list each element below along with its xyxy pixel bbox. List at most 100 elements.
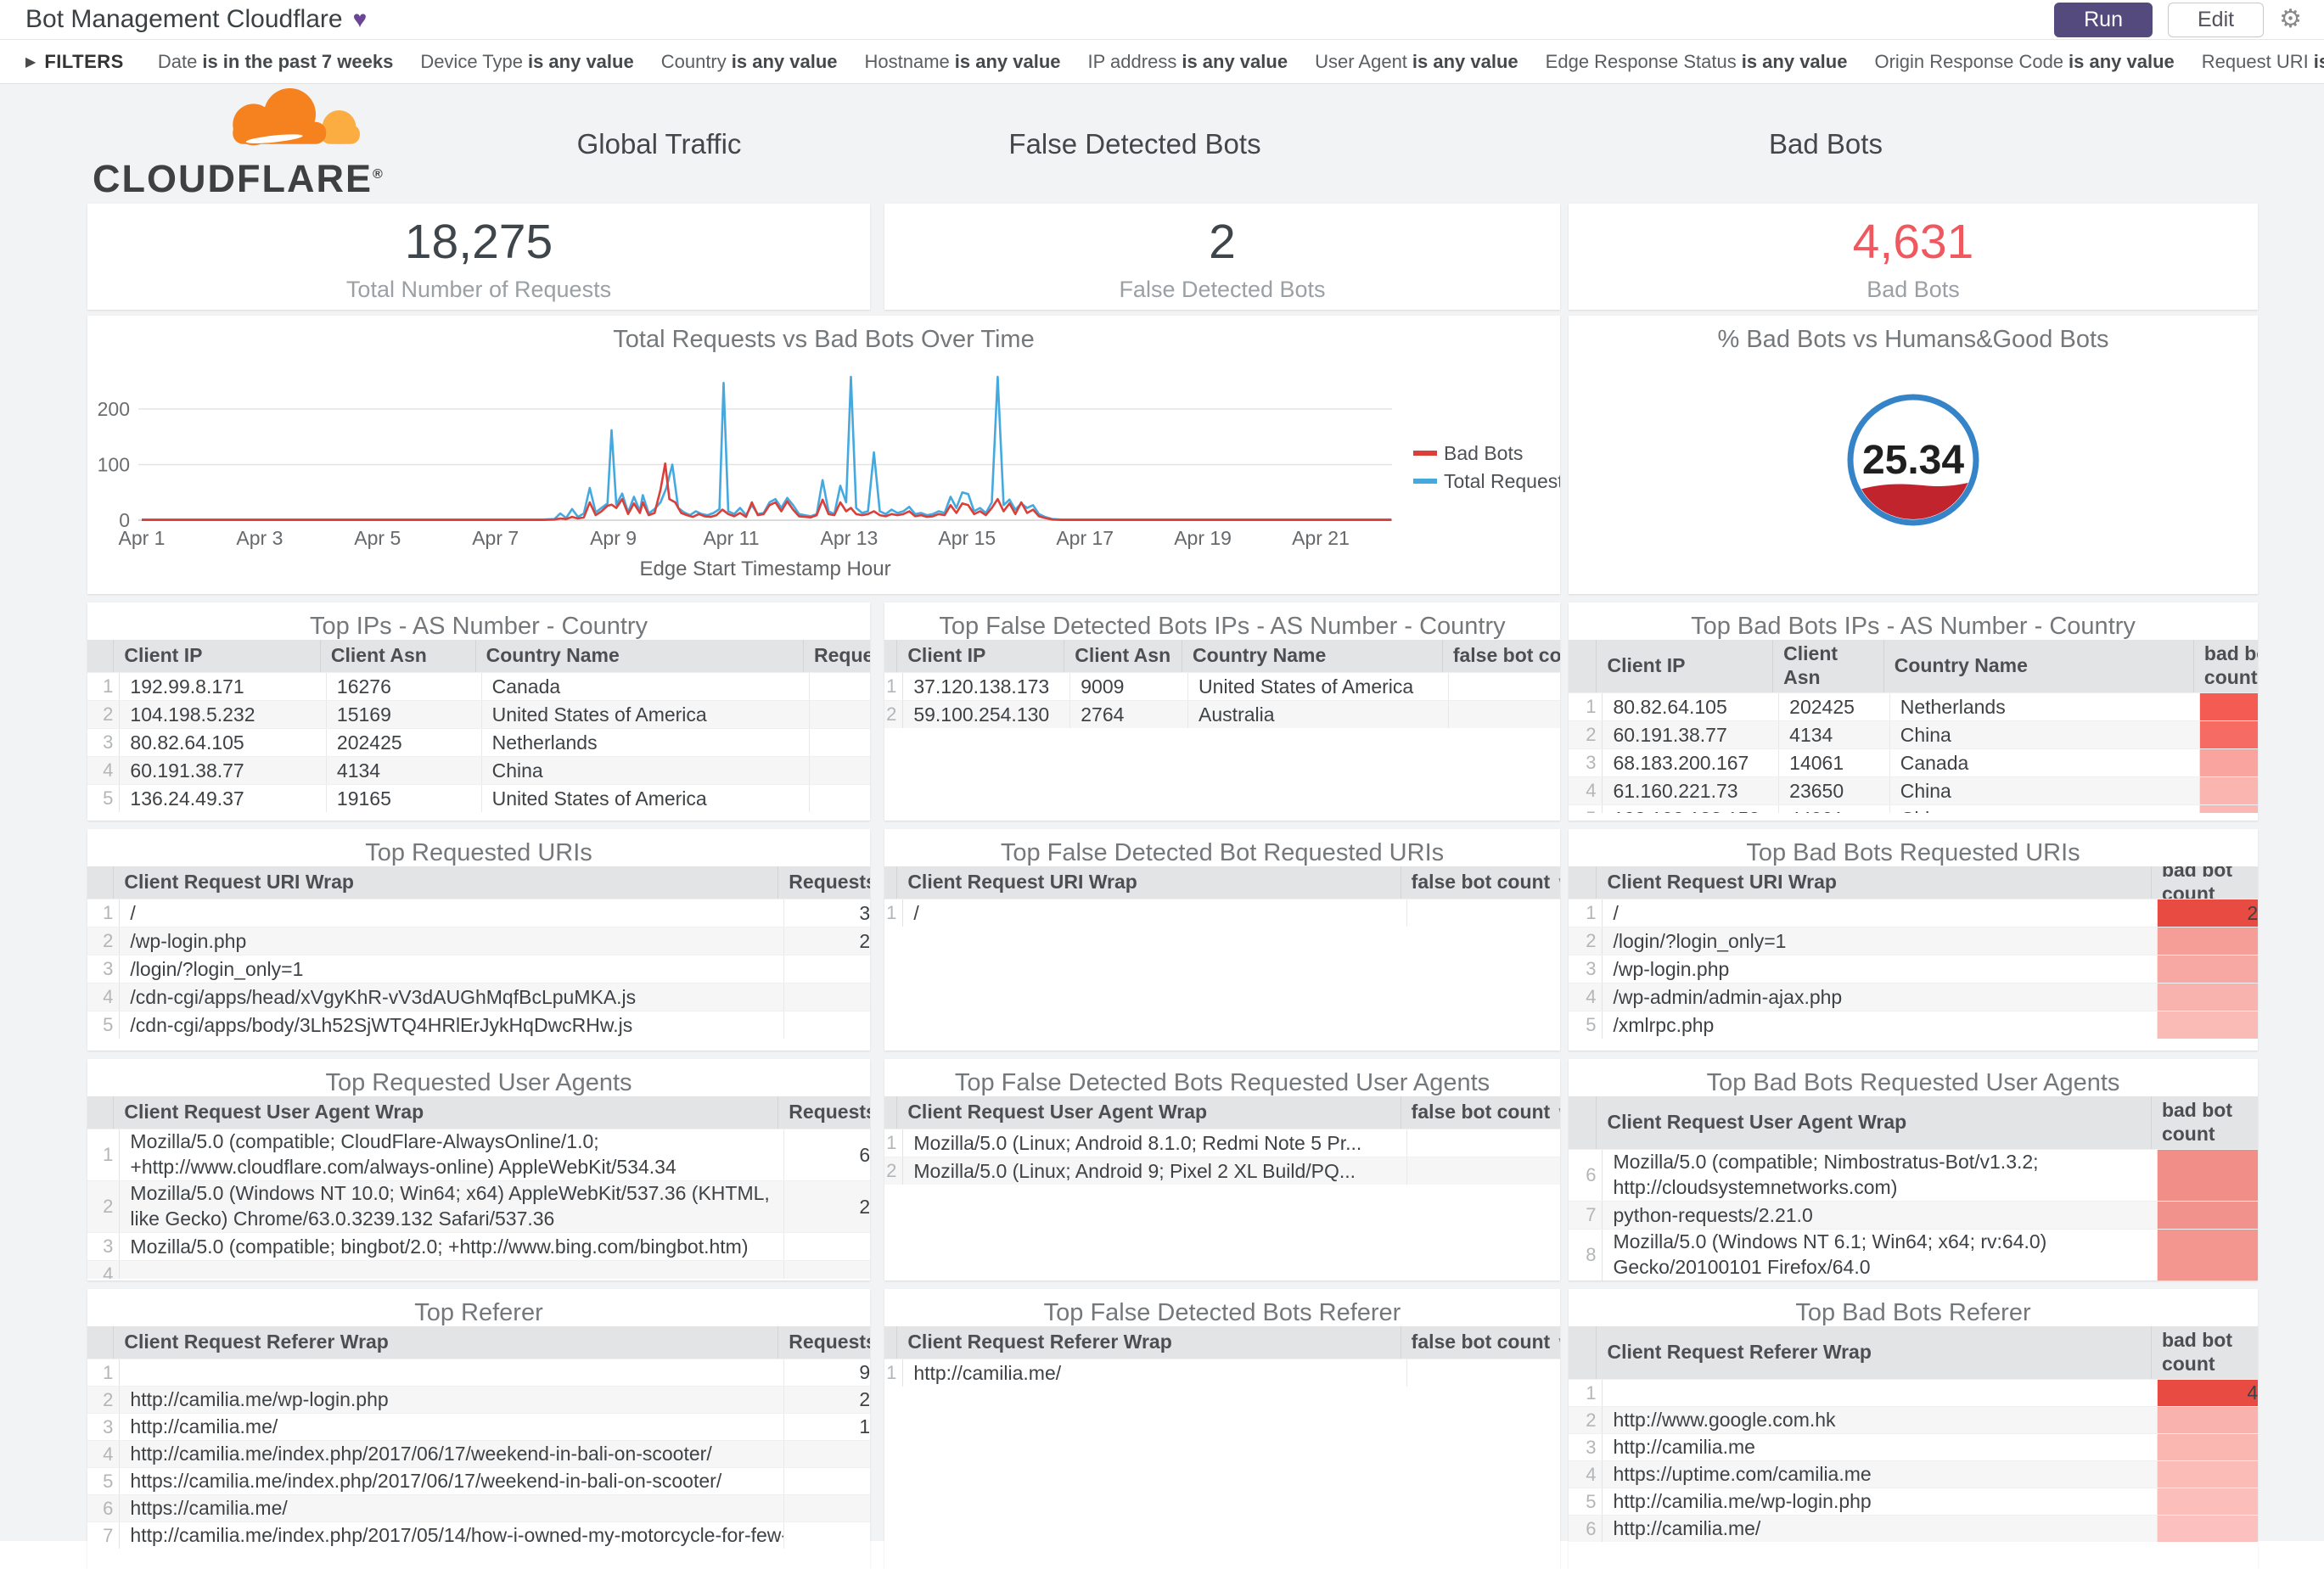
cell: 23 bbox=[2157, 1461, 2258, 1488]
edit-button[interactable]: Edit bbox=[2168, 2, 2265, 37]
column-header-client-request-user-agent-wrap[interactable]: Client Request User Agent Wrap bbox=[114, 1096, 779, 1129]
table-top-false-bot-uris: Top False Detected Bot Requested URIs Cli… bbox=[884, 829, 1560, 1051]
table-title: Top Referer bbox=[414, 1299, 543, 1326]
table-row: 3 Mozilla/5.0 (compatible; bingbot/2.0; +… bbox=[87, 1232, 870, 1260]
column-header-client-asn[interactable]: Client Asn bbox=[1773, 640, 1884, 692]
cell: 496 bbox=[2199, 721, 2258, 748]
filter-item-country[interactable]: Country is any value bbox=[661, 51, 838, 72]
cell: Mozilla/5.0 (compatible; Nimbostratus-Bo… bbox=[1603, 1150, 2158, 1201]
row-number-header bbox=[87, 1326, 115, 1359]
table-row: 5 136.24.49.37 19165 United States of Ameri… bbox=[87, 784, 870, 812]
column-header-false-bot-count[interactable]: false bot count∨ bbox=[1401, 1326, 1560, 1359]
column-header-client-asn[interactable]: Client Asn bbox=[1064, 640, 1183, 672]
table-top-false-bot-referer: Top False Detected Bots Referer Client Re… bbox=[884, 1289, 1560, 1569]
row-number: 3 bbox=[87, 1233, 121, 1260]
cell: http://camilia.me/wp-login.php bbox=[1603, 1488, 2158, 1515]
column-header-requests[interactable]: Requests∨ bbox=[778, 866, 870, 899]
cell: 1 bbox=[1449, 701, 1560, 728]
cell: 416 bbox=[2157, 955, 2258, 983]
column-header-client-ip[interactable]: Client IP bbox=[897, 640, 1065, 672]
filter-field: Country bbox=[660, 50, 727, 72]
column-header-client-ip[interactable]: Client IP bbox=[114, 640, 321, 672]
column-header-country-name[interactable]: Country Name bbox=[476, 640, 804, 672]
cell: 4134 bbox=[1779, 721, 1890, 748]
column-header-client-asn[interactable]: Client Asn bbox=[321, 640, 476, 672]
cell: 724 bbox=[810, 701, 870, 728]
column-header-client-request-referer-wrap[interactable]: Client Request Referer Wrap bbox=[1597, 1326, 2152, 1379]
table-row: 380.82.64.105202425Netherlands637 bbox=[87, 728, 870, 756]
column-header-requests[interactable]: Requests∨ bbox=[804, 640, 870, 672]
cell: http://camilia.me/ bbox=[903, 1359, 1407, 1387]
column-header-client-request-uri-wrap[interactable]: Client Request URI Wrap bbox=[114, 866, 779, 899]
column-header-requests[interactable]: Requests∨ bbox=[778, 1096, 870, 1129]
table-row: 3/login/?login_only=1642 bbox=[87, 955, 870, 983]
column-header-client-request-referer-wrap[interactable]: Client Request Referer Wrap bbox=[897, 1326, 1401, 1359]
column-header-bad-bot-count[interactable]: bad bot count∨ bbox=[2194, 640, 2258, 692]
row-number: 1 bbox=[884, 1359, 904, 1387]
column-header-client-request-uri-wrap[interactable]: Client Request URI Wrap bbox=[1597, 866, 2152, 899]
table-row: 1 9,877 bbox=[87, 1359, 870, 1386]
cell: /wp-login.php bbox=[1603, 955, 2158, 983]
cell: /wp-login.php bbox=[120, 927, 785, 955]
column-header-bad-bot-count[interactable]: bad bot count∨ bbox=[2152, 1326, 2258, 1379]
table-row: 1/2 bbox=[884, 899, 1560, 927]
filter-item-edge-response-status[interactable]: Edge Response Status is any value bbox=[1546, 51, 1848, 72]
cell: /login/?login_only=1 bbox=[1603, 927, 2158, 955]
table-row: 461.160.221.7323650China144 bbox=[1569, 776, 2258, 804]
filter-condition: is any value bbox=[527, 50, 634, 72]
column-header-bad-bot-count[interactable]: bad bot count∨ bbox=[2152, 1096, 2258, 1149]
filter-item-origin-response-code[interactable]: Origin Response Code is any value bbox=[1874, 51, 2174, 72]
cell: 60.191.38.77 bbox=[120, 757, 327, 784]
cell: 642 bbox=[2157, 927, 2258, 955]
filter-field: Edge Response Status bbox=[1545, 50, 1737, 72]
filter-item-hostname[interactable]: Hostname is any value bbox=[865, 51, 1061, 72]
table-header-row: Client IP Client Asn Country Name Requests∨ bbox=[87, 640, 870, 672]
column-header-client-ip[interactable]: Client IP bbox=[1597, 640, 1774, 692]
filter-item-user-agent[interactable]: User Agent is any value bbox=[1315, 51, 1518, 72]
column-header-false-bot-count[interactable]: false bot count∨ bbox=[1443, 640, 1560, 672]
row-number: 2 bbox=[1569, 1407, 1603, 1433]
run-button[interactable]: Run bbox=[2054, 2, 2153, 37]
column-header-false-bot-count[interactable]: false bot count∨ bbox=[1401, 866, 1560, 899]
column-header-false-bot-count[interactable]: false bot count∨ bbox=[1401, 1096, 1560, 1129]
cell: 1,408 bbox=[784, 1414, 870, 1440]
row-number: 5 bbox=[1569, 1011, 1603, 1039]
cell: 1 bbox=[1449, 673, 1560, 700]
column-header-country-name[interactable]: Country Name bbox=[1884, 640, 2194, 692]
row-number: 7 bbox=[87, 1522, 121, 1549]
table-row: 5/xmlrpc.php124 bbox=[1569, 1011, 2258, 1039]
svg-text:Apr 21: Apr 21 bbox=[1292, 527, 1350, 549]
cell: 103.102.133.152 bbox=[1603, 805, 1780, 813]
gear-icon[interactable]: ⚙ bbox=[2279, 5, 2302, 33]
row-number: 8 bbox=[1569, 1230, 1603, 1280]
column-header-client-request-user-agent-wrap[interactable]: Client Request User Agent Wrap bbox=[1597, 1096, 2152, 1149]
row-number: 3 bbox=[1569, 1434, 1603, 1460]
column-header-client-request-uri-wrap[interactable]: Client Request URI Wrap bbox=[897, 866, 1401, 899]
filter-item-date[interactable]: Date is in the past 7 weeks bbox=[158, 51, 393, 72]
cell: 1 bbox=[1407, 1157, 1560, 1185]
column-header-client-request-user-agent-wrap[interactable]: Client Request User Agent Wrap bbox=[897, 1096, 1401, 1129]
row-number: 6 bbox=[87, 1495, 121, 1521]
column-header-country-name[interactable]: Country Name bbox=[1182, 640, 1443, 672]
stat-total-requests: 18,275 Total Number of Requests bbox=[87, 204, 870, 310]
column-header-requests[interactable]: Requests∨ bbox=[778, 1326, 870, 1359]
row-number: 7 bbox=[1569, 1202, 1603, 1229]
filters-expand-icon[interactable]: ▶ bbox=[25, 54, 36, 70]
table-title: Top False Detected Bots Requested User A… bbox=[954, 1069, 1490, 1096]
table-row: 6 Mozilla/5.0 (compatible; Nimbostratus-B… bbox=[1569, 1149, 2258, 1201]
cell: 192.99.8.171 bbox=[120, 673, 327, 700]
filter-item-device-type[interactable]: Device Type is any value bbox=[420, 51, 633, 72]
filter-item-request-uri[interactable]: Request URI is any value bbox=[2202, 51, 2324, 72]
svg-text:Apr 11: Apr 11 bbox=[703, 527, 759, 549]
filter-condition: is any value bbox=[1741, 50, 1848, 72]
filter-condition: is any value bbox=[954, 50, 1061, 72]
table-header-row: Client Request Referer Wrap bad bot count… bbox=[1569, 1326, 2258, 1379]
column-header-bad-bot-count[interactable]: bad bot count∨ bbox=[2152, 866, 2258, 899]
filter-item-ip-address[interactable]: IP address is any value bbox=[1088, 51, 1288, 72]
cell: 245 bbox=[2157, 1202, 2258, 1229]
cell: /xmlrpc.php bbox=[1603, 1011, 2158, 1039]
filter-condition: is any value bbox=[731, 50, 838, 72]
column-header-client-request-referer-wrap[interactable]: Client Request Referer Wrap bbox=[114, 1326, 779, 1359]
row-number: 2 bbox=[87, 1181, 121, 1232]
